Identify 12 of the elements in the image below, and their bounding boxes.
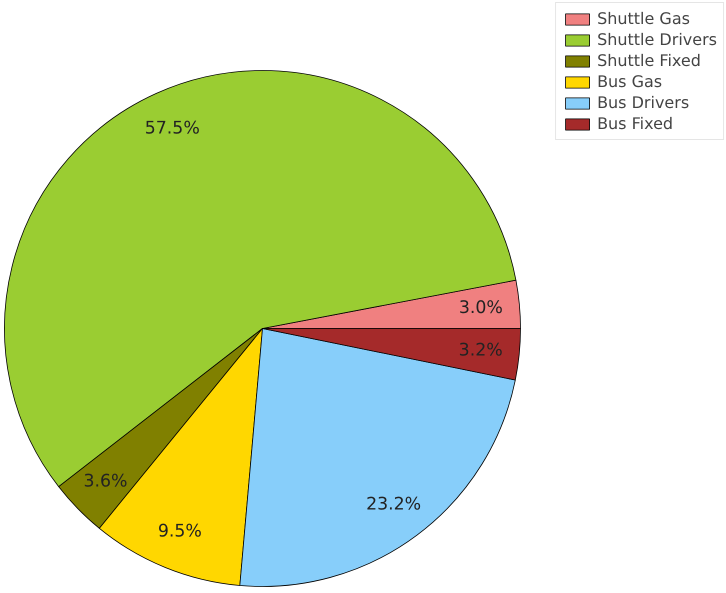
data-label: 23.2% xyxy=(366,494,422,514)
data-label: 9.5% xyxy=(158,522,202,542)
legend-label: Shuttle Fixed xyxy=(597,51,701,70)
legend-label: Bus Fixed xyxy=(597,114,674,133)
data-label: 3.0% xyxy=(458,298,503,318)
legend-label: Bus Gas xyxy=(597,72,662,91)
data-label: 3.6% xyxy=(83,472,128,492)
legend-label: Shuttle Drivers xyxy=(597,30,717,49)
legend-label: Shuttle Gas xyxy=(597,9,690,28)
data-label: 3.2% xyxy=(458,340,503,361)
data-label: 57.5% xyxy=(144,118,200,139)
legend-label: Bus Drivers xyxy=(597,93,690,112)
